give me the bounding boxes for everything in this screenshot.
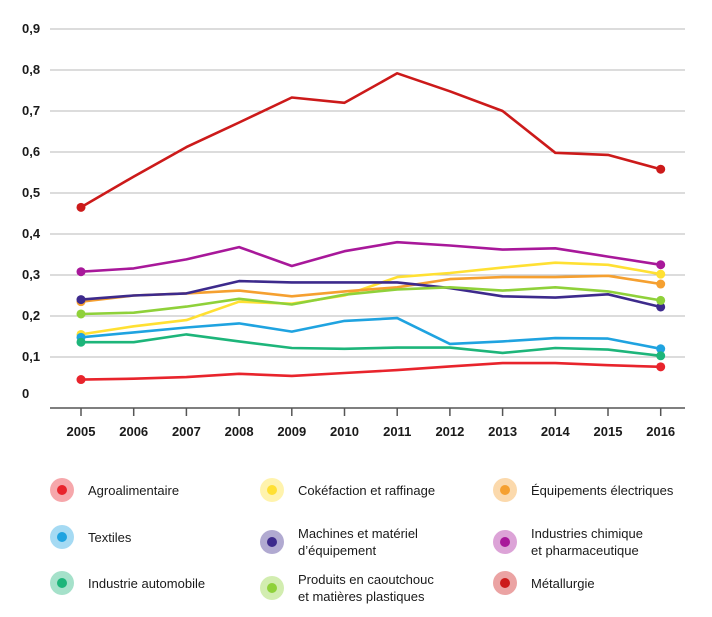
data-point <box>656 302 666 312</box>
y-tick-label: 0,9 <box>22 21 40 36</box>
data-point <box>656 164 666 174</box>
legend-swatch <box>50 571 74 595</box>
legend-item: Industrie automobile <box>50 571 290 595</box>
y-tick-label: 0,2 <box>22 308 40 323</box>
data-point <box>656 295 666 305</box>
series-line <box>80 279 662 309</box>
y-tick-label: 0,8 <box>22 62 40 77</box>
legend-label: Machines et matériel d’équipement <box>298 526 418 558</box>
legend-label: Agroalimentaire <box>88 482 180 498</box>
y-axis-ticks: 0 0,1 0,2 0,3 0,4 0,5 0,6 0,7 0,8 0,9 <box>22 21 41 401</box>
legend-label: Industrie automobile <box>88 575 206 591</box>
x-tick-label: 2006 <box>119 424 148 439</box>
legend-swatch <box>50 525 74 549</box>
series-lines <box>80 72 662 381</box>
legend-label: Métallurgie <box>531 575 595 591</box>
legend-label: Équipements électriques <box>531 482 674 498</box>
x-tick-label: 2009 <box>277 424 306 439</box>
series-line <box>80 316 661 351</box>
y-tick-label: 0,4 <box>22 226 41 241</box>
legend-swatch <box>260 530 284 554</box>
x-tick-label: 2010 <box>330 424 359 439</box>
legend-swatch <box>493 571 517 595</box>
legend-item: Machines et matériel d’équipement <box>260 525 500 559</box>
data-point <box>76 202 86 212</box>
x-tick-label: 2013 <box>488 424 517 439</box>
x-tick-label: 2008 <box>225 424 254 439</box>
legend-swatch <box>493 530 517 554</box>
legend-swatch <box>260 478 284 502</box>
y-tick-label: 0,1 <box>22 349 40 364</box>
legend-swatch <box>50 478 74 502</box>
legend-item: Cokéfaction et raffinage <box>260 478 500 502</box>
series-line <box>80 72 662 209</box>
legend-item: Agroalimentaire <box>50 478 290 502</box>
data-point <box>76 309 86 319</box>
legend-swatch <box>260 576 284 600</box>
legend-label: Produits en caoutchouc et matières plast… <box>298 572 434 604</box>
y-tick-label: 0,7 <box>22 103 40 118</box>
y-tick-label: 0,5 <box>22 185 40 200</box>
data-point <box>656 351 666 361</box>
series-line <box>81 333 661 358</box>
series-line <box>80 285 661 316</box>
x-tick-label: 2014 <box>541 424 571 439</box>
grid-lines <box>50 28 685 409</box>
x-axis-ticks: 2005 2006 2007 2008 2009 2010 2011 2012 2013 2014… <box>67 408 675 439</box>
legend-item: Industries chimique et pharmaceutique <box>493 525 712 559</box>
data-point <box>656 260 666 270</box>
data-point <box>76 337 86 347</box>
line-chart: 00,10,20,30,40,50,60,70,80,9 2005 2006 200… <box>22 21 685 439</box>
series-end-markers <box>76 164 666 385</box>
legend-item: Métallurgie <box>493 571 712 595</box>
data-point <box>656 344 666 354</box>
data-point <box>76 267 86 277</box>
x-tick-label: 2012 <box>435 424 464 439</box>
legend-swatch <box>493 478 517 502</box>
y-tick-label: 0,6 <box>22 144 40 159</box>
data-point <box>76 295 86 305</box>
data-point <box>656 269 666 279</box>
data-point <box>76 375 86 385</box>
series-line <box>80 361 661 381</box>
legend-item: Textiles <box>50 525 290 549</box>
x-tick-label: 2016 <box>646 424 675 439</box>
legend-item: Produits en caoutchouc et matières plast… <box>260 571 500 605</box>
legend-label: Cokéfaction et raffinage <box>298 482 436 498</box>
legend-label: Textiles <box>88 529 132 545</box>
x-tick-label: 2005 <box>67 424 96 439</box>
series-line <box>80 261 661 336</box>
data-point <box>656 362 666 372</box>
data-point <box>656 279 666 289</box>
series-line <box>80 240 661 273</box>
x-tick-label: 2015 <box>594 424 623 439</box>
y-tick-label: 0 <box>22 386 29 401</box>
x-tick-label: 2007 <box>172 424 201 439</box>
y-tick-label: 0,3 <box>22 267 40 282</box>
legend: Agroalimentaire Cokéfaction et raffinage É… <box>0 470 712 610</box>
x-tick-label: 2011 <box>383 424 411 439</box>
legend-label: Industries chimique et pharmaceutique <box>531 526 643 558</box>
legend-item: Équipements électriques <box>493 478 712 502</box>
